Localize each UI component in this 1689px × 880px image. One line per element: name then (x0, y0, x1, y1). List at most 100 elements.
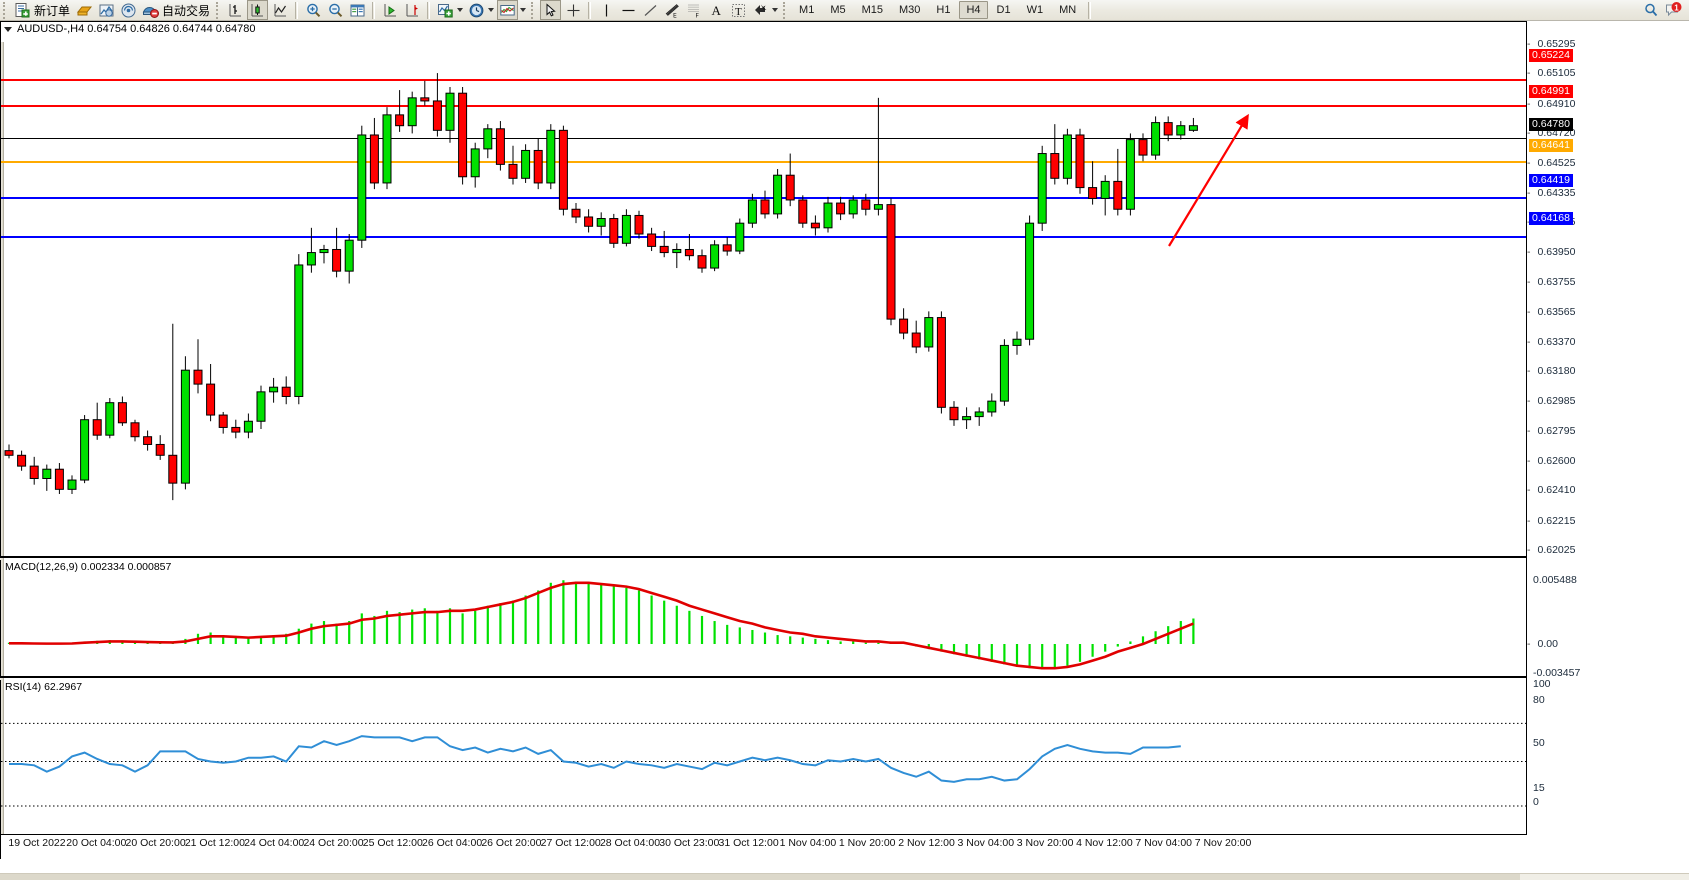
price-badge-resistance-line[interactable]: 0.65224 (1529, 48, 1573, 62)
symbol-info-bar[interactable]: AUDUSD-,H4 0.64754 0.64826 0.64744 0.647… (1, 22, 259, 36)
chevron-down-icon[interactable] (4, 26, 12, 32)
data-window-icon (99, 4, 114, 17)
auto-scroll-icon (384, 3, 396, 16)
support-line-064168 (1, 236, 1526, 238)
auto-scroll-button[interactable] (380, 0, 400, 20)
search-button[interactable] (1641, 0, 1661, 20)
fibonacci-button[interactable]: F (684, 0, 704, 20)
price-tick: -0.62215 (1527, 515, 1575, 527)
zoom-in-button[interactable] (303, 0, 323, 20)
toolbar-grip-2[interactable] (216, 1, 221, 19)
time-tick: 21 Oct 12:00 (184, 837, 245, 849)
timeframe-m15[interactable]: M15 (861, 4, 883, 16)
indicators-dropdown-arrow-icon[interactable] (457, 8, 464, 12)
main-toolbar[interactable]: 新订单 自动交易 (0, 0, 1689, 21)
time-tick: 1 Nov 04:00 (779, 837, 837, 849)
clock-icon (469, 3, 483, 17)
toolbar-grip-4[interactable] (783, 1, 788, 19)
timeframe-h1[interactable]: H1 (936, 4, 951, 16)
periods-dropdown-arrow-icon[interactable] (488, 8, 495, 12)
price-badge-support-line[interactable]: 0.64168 (1529, 212, 1573, 226)
timeframe-d1[interactable]: D1 (996, 4, 1011, 16)
time-tick: 25 Oct 12:00 (362, 837, 423, 849)
crosshair-icon (567, 4, 580, 16)
text-button[interactable]: A (706, 0, 726, 20)
price-badge-support-line[interactable]: 0.64419 (1529, 173, 1573, 187)
line-chart-button[interactable] (270, 0, 290, 20)
price-tick: -0.64910 (1527, 98, 1575, 110)
time-axis[interactable]: 19 Oct 2022 20 Oct 04:00 20 Oct 20:00 21 Oc… (0, 835, 1526, 859)
scrollbar-thumb[interactable] (0, 874, 1520, 880)
cursor-arrow-icon (546, 2, 556, 16)
toolbar-grip[interactable] (3, 1, 8, 19)
price-tick-value: 0.62985 (1537, 395, 1576, 408)
templates-button[interactable] (497, 0, 519, 20)
arrows-button[interactable] (750, 0, 770, 20)
templates-dropdown-arrow-icon[interactable] (520, 8, 527, 12)
time-tick: 26 Oct 04:00 (422, 837, 483, 849)
price-tick: -0.62410 (1527, 484, 1575, 496)
price-badge-resistance-line[interactable]: 0.64991 (1529, 85, 1573, 99)
bar-chart-button[interactable] (225, 0, 245, 20)
tick-dash: - (1527, 335, 1531, 348)
vertical-line-button[interactable] (596, 0, 616, 20)
price-pane[interactable]: AUDUSD-,H4 0.64754 0.64826 0.64744 0.647… (0, 21, 1526, 558)
time-tick: 7 Nov 04:00 (1135, 837, 1192, 849)
timeframe-h4[interactable]: H4 (959, 1, 988, 19)
auto-trading-button[interactable] (140, 0, 160, 20)
price-tick-value: 0.62795 (1537, 424, 1576, 437)
periods-button[interactable] (466, 0, 486, 20)
cursor-button[interactable] (540, 0, 562, 20)
macd-series (7, 580, 1195, 670)
text-label-button[interactable]: T (728, 0, 748, 20)
time-tick: 24 Oct 20:00 (303, 837, 364, 849)
horizontal-scrollbar[interactable] (0, 873, 1689, 880)
tick-dash: - (1527, 157, 1531, 170)
notifications-button[interactable]: 1 (1663, 0, 1683, 20)
tile-windows-button[interactable] (347, 0, 367, 20)
time-tick: 2 Nov 12:00 (898, 837, 955, 849)
zoom-out-icon (328, 3, 342, 17)
horizontal-line-button[interactable] (618, 0, 638, 20)
tick-dash: - (1527, 126, 1531, 139)
chart-workspace[interactable]: AUDUSD-,H4 0.64754 0.64826 0.64744 0.647… (0, 21, 1689, 880)
equidistant-channel-button[interactable]: E (662, 0, 682, 20)
macd-tick: 0.005488 (1533, 574, 1577, 586)
price-badge-pivot-line[interactable]: 0.64641 (1529, 139, 1573, 153)
tick-dash: - (1527, 484, 1531, 497)
price-tick: -0.63950 (1527, 246, 1575, 258)
candlestick-chart-button[interactable] (247, 0, 269, 20)
timeframe-m1[interactable]: M1 (799, 4, 815, 16)
time-tick: 24 Oct 04:00 (244, 837, 305, 849)
text-icon: A (711, 3, 721, 18)
macd-pane[interactable]: MACD(12,26,9) 0.002334 0.000857 (0, 560, 1526, 678)
expert-advisors-button[interactable] (74, 0, 94, 20)
timeframe-w1[interactable]: W1 (1026, 4, 1044, 16)
rsi-pane[interactable]: RSI(14) 62.2967 (0, 680, 1526, 835)
timeframe-mn[interactable]: MN (1059, 4, 1077, 16)
trendline-button[interactable] (640, 0, 660, 20)
price-tick-value: 0.64525 (1537, 157, 1576, 170)
price-tick: -0.62600 (1527, 455, 1575, 467)
indicators-button[interactable] (435, 0, 455, 20)
new-order-button[interactable] (12, 0, 32, 20)
price-tick-value: 0.62600 (1537, 455, 1576, 468)
zoom-out-button[interactable] (325, 0, 345, 20)
price-badge-last-price-line[interactable]: 0.64780 (1529, 117, 1573, 131)
time-tick: 20 Oct 20:00 (125, 837, 186, 849)
timeframe-m30[interactable]: M30 (899, 4, 921, 16)
chart-shift-button[interactable] (402, 0, 422, 20)
arrows-dropdown-arrow-icon[interactable] (772, 8, 779, 12)
data-window-button[interactable] (96, 0, 116, 20)
new-order-label: 新订单 (34, 3, 71, 18)
crosshair-button[interactable] (563, 0, 583, 20)
tick-dash: - (1527, 67, 1531, 80)
toolbar-grip-3[interactable] (531, 1, 536, 19)
fibonacci-icon: F (688, 4, 699, 19)
timeframe-m5[interactable]: M5 (830, 4, 846, 16)
vertical-scroll-strip[interactable] (0, 42, 4, 858)
price-scale[interactable]: -0.65295-0.65105-0.64910-0.64720-0.64525… (1526, 21, 1689, 835)
signals-button[interactable] (118, 0, 138, 20)
time-tick: 27 Oct 12:00 (540, 837, 601, 849)
svg-text:E: E (673, 12, 677, 19)
